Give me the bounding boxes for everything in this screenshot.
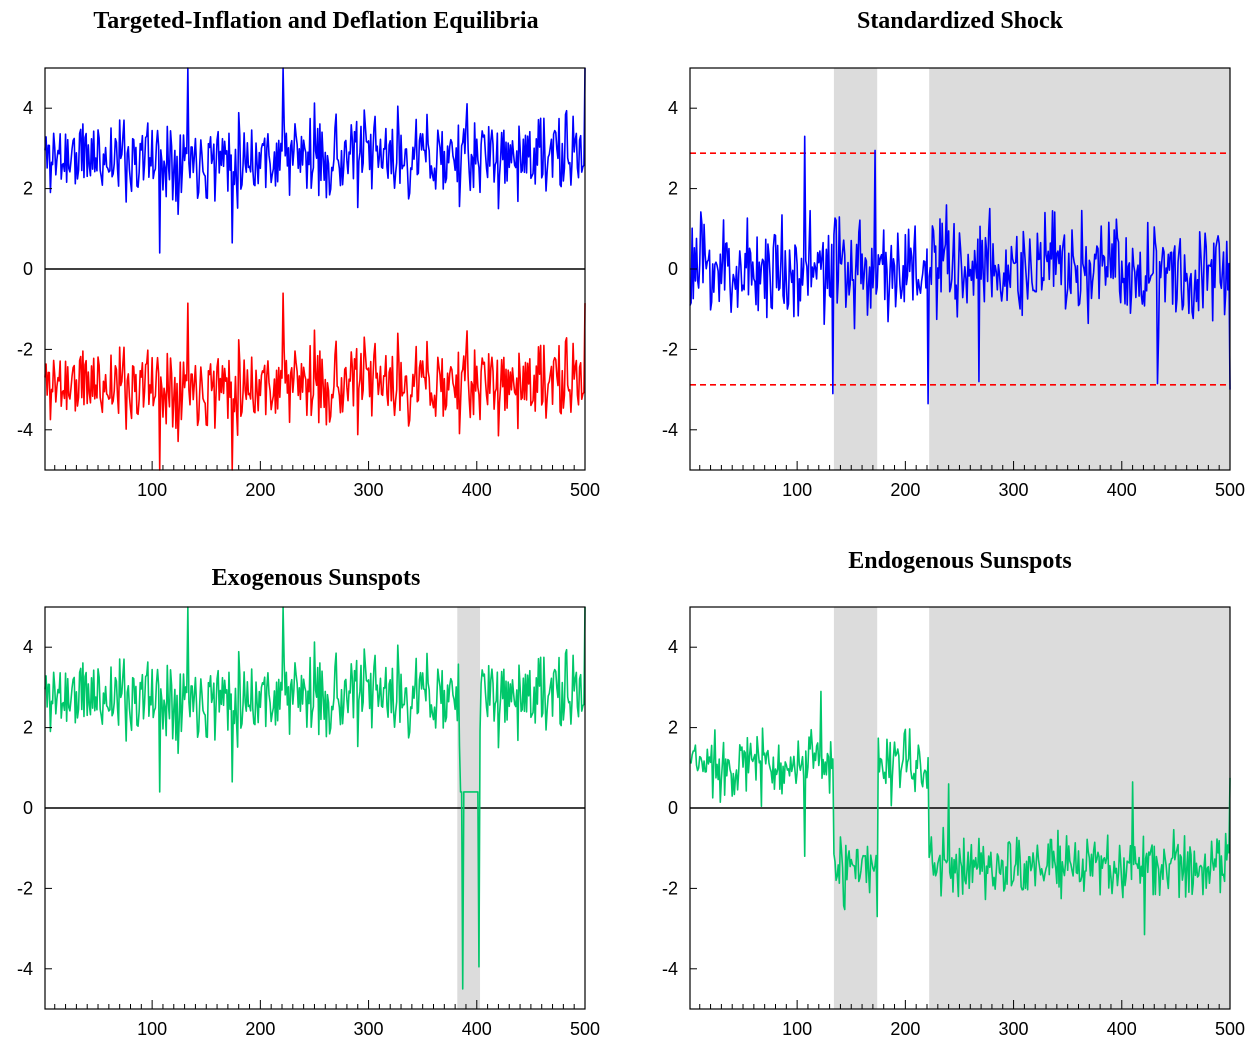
x-tick-label: 300 xyxy=(354,1019,384,1039)
series-line xyxy=(44,606,586,990)
y-tick-label: 0 xyxy=(23,259,33,279)
x-tick-label: 500 xyxy=(1215,480,1245,500)
y-tick-label: 2 xyxy=(23,718,33,738)
y-tick-label: 2 xyxy=(668,718,678,738)
series-line xyxy=(44,67,586,254)
panel-targeted-inflation: Targeted-Inflation and Deflation Equilib… xyxy=(17,8,600,500)
x-tick-label: 200 xyxy=(245,1019,275,1039)
y-tick-label: 4 xyxy=(668,98,678,118)
x-tick-label: 200 xyxy=(890,480,920,500)
panel-title: Targeted-Inflation and Deflation Equilib… xyxy=(93,8,538,34)
panel-title: Endogenous Sunspots xyxy=(848,548,1071,574)
x-tick-label: 400 xyxy=(1107,480,1137,500)
x-tick-label: 200 xyxy=(890,1019,920,1039)
y-tick-label: -2 xyxy=(17,339,33,359)
x-tick-label: 100 xyxy=(137,1019,167,1039)
y-tick-label: -2 xyxy=(17,878,33,898)
x-tick-label: 300 xyxy=(354,480,384,500)
series-line xyxy=(689,135,1231,405)
y-tick-label: 4 xyxy=(668,637,678,657)
x-tick-label: 300 xyxy=(999,1019,1029,1039)
x-tick-label: 100 xyxy=(782,480,812,500)
y-tick-label: 4 xyxy=(23,637,33,657)
y-tick-label: -4 xyxy=(662,959,678,979)
y-tick-label: -4 xyxy=(17,959,33,979)
y-tick-label: -2 xyxy=(662,339,678,359)
y-tick-label: 2 xyxy=(668,179,678,199)
series-line xyxy=(44,292,586,471)
panel-standardized-shock: Standardized Shock 100 200 300 400 500 4 2 0 -2 -… xyxy=(662,8,1245,500)
x-tick-label: 500 xyxy=(1215,1019,1245,1039)
panel-title: Exogenous Sunspots xyxy=(212,565,421,591)
panel-endogenous-sunspots: Endogenous Sunspots 100 200 300 400 500 4 2 0 -2… xyxy=(662,548,1245,1039)
y-tick-label: 0 xyxy=(23,798,33,818)
x-tick-label: 400 xyxy=(462,480,492,500)
x-tick-label: 400 xyxy=(1107,1019,1137,1039)
x-tick-label: 300 xyxy=(999,480,1029,500)
x-tick-label: 100 xyxy=(137,480,167,500)
y-tick-label: -2 xyxy=(662,878,678,898)
x-tick-label: 100 xyxy=(782,1019,812,1039)
x-tick-label: 200 xyxy=(245,480,275,500)
y-tick-label: 0 xyxy=(668,259,678,279)
y-tick-label: 4 xyxy=(23,98,33,118)
x-tick-label: 400 xyxy=(462,1019,492,1039)
series-line xyxy=(689,690,1231,936)
x-tick-label: 500 xyxy=(570,480,600,500)
panel-exogenous-sunspots: Exogenous Sunspots 100 200 300 400 500 4 2 0 -2 -… xyxy=(17,565,600,1039)
y-tick-label: 2 xyxy=(23,179,33,199)
x-tick-label: 500 xyxy=(570,1019,600,1039)
panel-title: Standardized Shock xyxy=(857,8,1064,34)
y-tick-label: -4 xyxy=(662,420,678,440)
y-tick-label: -4 xyxy=(17,420,33,440)
y-tick-label: 0 xyxy=(668,798,678,818)
